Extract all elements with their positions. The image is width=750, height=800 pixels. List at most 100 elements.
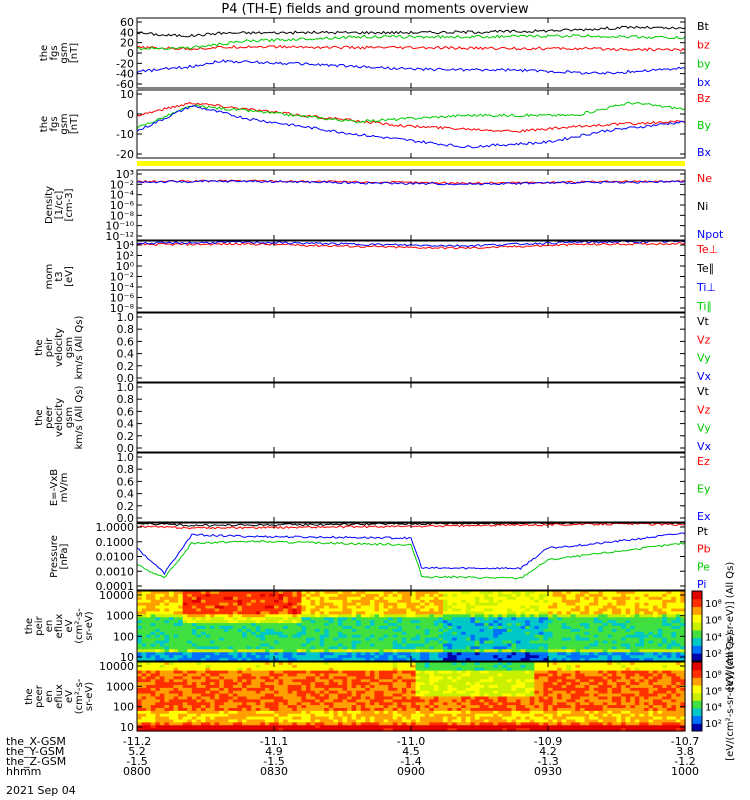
- heatmap-cell: [424, 637, 430, 642]
- heatmap-cell: [242, 637, 248, 642]
- heatmap-cell: [342, 646, 348, 650]
- heatmap-cell: [251, 662, 257, 666]
- heatmap-cell: [360, 664, 366, 669]
- heatmap-cell: [415, 662, 421, 666]
- heatmap-cell: [214, 690, 220, 695]
- heatmap-cell: [411, 643, 417, 647]
- heatmap-cell: [548, 655, 554, 659]
- heatmap-cell: [255, 690, 261, 695]
- heatmap-cell: [657, 682, 663, 686]
- heatmap-cell: [639, 676, 645, 680]
- heatmap-cell: [365, 649, 371, 653]
- heatmap-cell: [520, 623, 526, 627]
- heatmap-cell: [228, 649, 234, 653]
- heatmap-cell: [557, 690, 563, 695]
- heatmap-cell: [319, 667, 325, 672]
- heatmap-cell: [205, 667, 211, 672]
- heatmap-cell: [443, 593, 449, 598]
- heatmap-cell: [210, 687, 216, 692]
- heatmap-cell: [529, 652, 535, 656]
- heatmap-cell: [328, 593, 334, 598]
- heatmap-cell: [602, 608, 608, 612]
- heatmap-cell: [643, 696, 650, 700]
- heatmap-cell: [401, 658, 408, 662]
- heatmap-cell: [666, 679, 672, 683]
- heatmap-cell: [379, 655, 385, 659]
- heatmap-cell: [196, 670, 202, 675]
- heatmap-cell: [643, 673, 650, 677]
- heatmap-cell: [342, 658, 348, 662]
- heatmap-cell: [374, 699, 380, 703]
- heatmap-cell: [365, 673, 371, 677]
- heatmap-cell: [479, 662, 485, 666]
- heatmap-cell: [461, 682, 467, 686]
- heatmap-cell: [310, 693, 316, 698]
- heatmap-cell: [484, 667, 490, 672]
- heatmap-cell: [351, 599, 357, 604]
- heatmap-cell: [159, 634, 165, 639]
- heatmap-cell: [465, 652, 471, 656]
- heatmap-cell: [552, 620, 558, 624]
- heatmap-cell: [474, 655, 481, 659]
- heatmap-cell: [287, 682, 293, 686]
- heatmap-cell: [210, 605, 216, 610]
- heatmap-cell: [561, 626, 567, 630]
- heatmap-cell: [182, 626, 188, 630]
- heatmap-cell: [397, 662, 403, 666]
- heatmap-cell: [465, 628, 471, 633]
- heatmap-cell: [653, 667, 659, 672]
- heatmap-cell: [328, 696, 334, 700]
- heatmap-cell: [333, 662, 339, 666]
- y-axis-label: the: [34, 339, 45, 355]
- heatmap-cell: [593, 658, 599, 662]
- heatmap-cell: [415, 626, 421, 630]
- heatmap-cell: [182, 702, 188, 706]
- heatmap-cell: [182, 679, 188, 683]
- heatmap-cell: [173, 664, 179, 669]
- heatmap-cell: [570, 605, 576, 610]
- heatmap-cell: [484, 599, 490, 604]
- heatmap-cell: [616, 620, 622, 624]
- heatmap-cell: [237, 596, 243, 601]
- heatmap-cell: [653, 614, 659, 618]
- heatmap-cell: [671, 596, 677, 601]
- heatmap-cell: [365, 617, 371, 621]
- heatmap-cell: [639, 602, 645, 607]
- heatmap-cell: [164, 620, 170, 624]
- heatmap-cell: [264, 667, 271, 672]
- heatmap-cell: [401, 605, 408, 610]
- heatmap-cell: [529, 658, 535, 662]
- heatmap-cell: [456, 658, 462, 662]
- heatmap-cell: [433, 617, 439, 621]
- heatmap-cell: [205, 626, 211, 630]
- heatmap-cell: [479, 626, 485, 630]
- heatmap-cell: [534, 687, 540, 692]
- heatmap-cell: [543, 608, 549, 612]
- heatmap-cell: [566, 605, 572, 610]
- heatmap-cell: [653, 593, 659, 598]
- heatmap-cell: [429, 649, 435, 653]
- heatmap-cell: [611, 682, 618, 686]
- heatmap-cell: [538, 628, 545, 633]
- heatmap-cell: [182, 608, 188, 612]
- heatmap-cell: [580, 593, 586, 598]
- heatmap-cell: [342, 652, 348, 656]
- heatmap-cell: [324, 617, 330, 621]
- heatmap-cell: [246, 602, 252, 607]
- heatmap-cell: [228, 626, 234, 630]
- heatmap-cell: [580, 646, 586, 650]
- heatmap-cell: [379, 667, 385, 672]
- heatmap-cell: [169, 670, 175, 675]
- heatmap-cell: [653, 591, 659, 595]
- heatmap-cell: [525, 626, 531, 630]
- heatmap-cell: [388, 614, 394, 618]
- heatmap-cell: [159, 673, 165, 677]
- heatmap-cell: [538, 682, 545, 686]
- heatmap-cell: [232, 646, 239, 650]
- heatmap-cell: [164, 591, 170, 595]
- heatmap-cell: [274, 702, 280, 706]
- heatmap-cell: [666, 649, 672, 653]
- heatmap-cell: [150, 611, 156, 615]
- heatmap-cell: [433, 685, 439, 689]
- heatmap-cell: [306, 631, 312, 636]
